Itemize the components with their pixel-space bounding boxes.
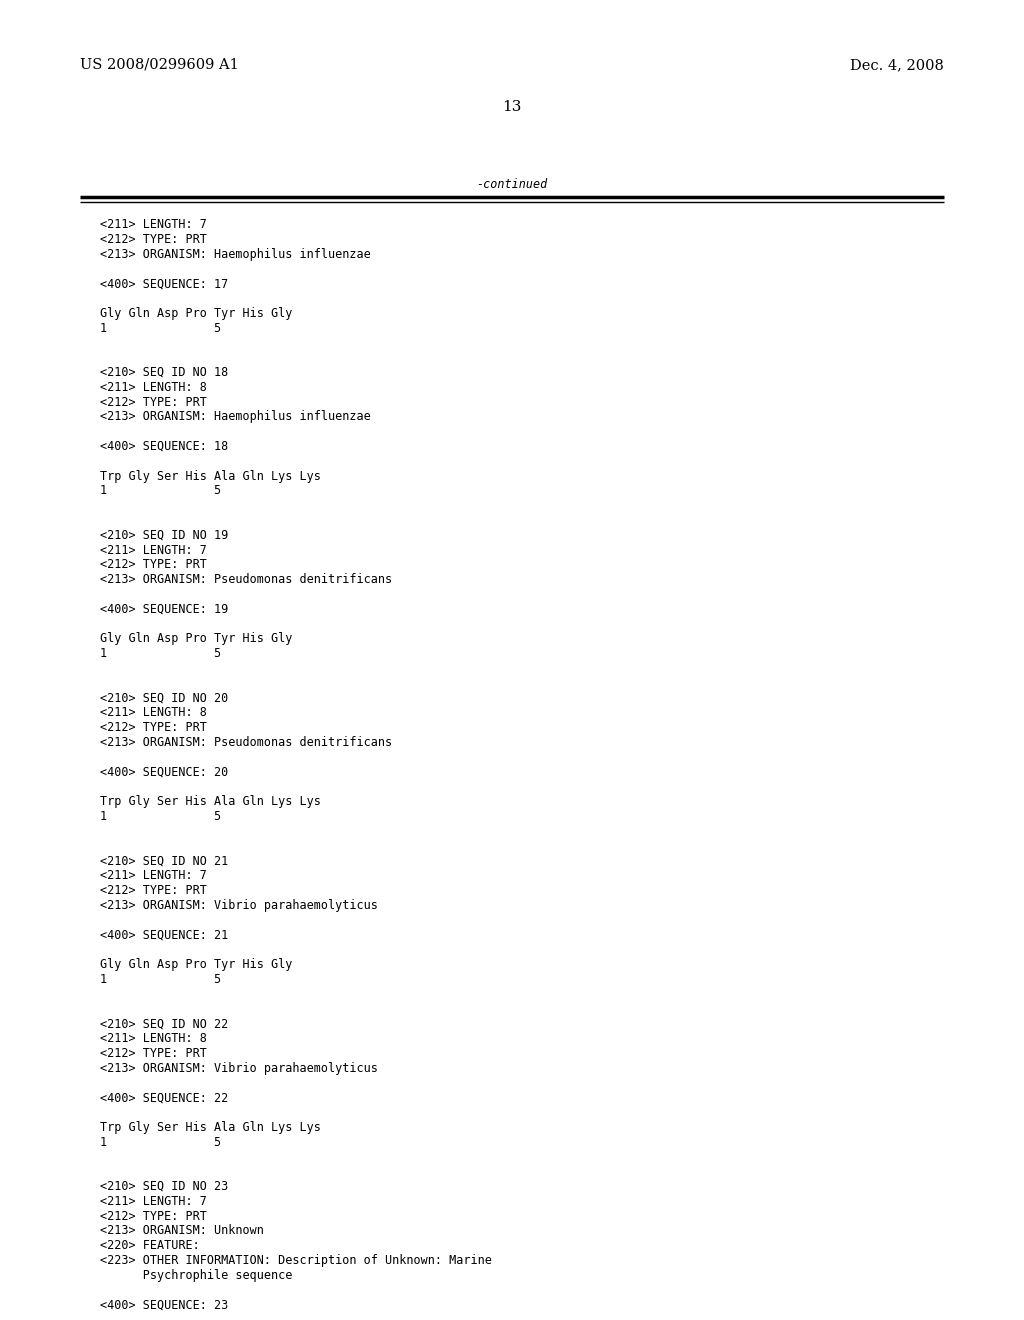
Text: <223> OTHER INFORMATION: Description of Unknown: Marine: <223> OTHER INFORMATION: Description of … [100, 1254, 492, 1267]
Text: 1               5: 1 5 [100, 484, 221, 498]
Text: <210> SEQ ID NO 20: <210> SEQ ID NO 20 [100, 692, 228, 705]
Text: <211> LENGTH: 8: <211> LENGTH: 8 [100, 1032, 207, 1045]
Text: 1               5: 1 5 [100, 647, 221, 660]
Text: Gly Gln Asp Pro Tyr His Gly: Gly Gln Asp Pro Tyr His Gly [100, 306, 293, 319]
Text: <400> SEQUENCE: 21: <400> SEQUENCE: 21 [100, 928, 228, 941]
Text: <212> TYPE: PRT: <212> TYPE: PRT [100, 396, 207, 409]
Text: <400> SEQUENCE: 22: <400> SEQUENCE: 22 [100, 1092, 228, 1105]
Text: <213> ORGANISM: Unknown: <213> ORGANISM: Unknown [100, 1225, 264, 1237]
Text: <210> SEQ ID NO 23: <210> SEQ ID NO 23 [100, 1180, 228, 1193]
Text: <213> ORGANISM: Pseudomonas denitrificans: <213> ORGANISM: Pseudomonas denitrifican… [100, 737, 392, 748]
Text: 1               5: 1 5 [100, 322, 221, 334]
Text: <213> ORGANISM: Vibrio parahaemolyticus: <213> ORGANISM: Vibrio parahaemolyticus [100, 899, 378, 912]
Text: <212> TYPE: PRT: <212> TYPE: PRT [100, 1047, 207, 1060]
Text: <213> ORGANISM: Haemophilus influenzae: <213> ORGANISM: Haemophilus influenzae [100, 411, 371, 424]
Text: 1               5: 1 5 [100, 1135, 221, 1148]
Text: <210> SEQ ID NO 21: <210> SEQ ID NO 21 [100, 854, 228, 867]
Text: <212> TYPE: PRT: <212> TYPE: PRT [100, 232, 207, 246]
Text: <400> SEQUENCE: 20: <400> SEQUENCE: 20 [100, 766, 228, 779]
Text: Gly Gln Asp Pro Tyr His Gly: Gly Gln Asp Pro Tyr His Gly [100, 632, 293, 645]
Text: <212> TYPE: PRT: <212> TYPE: PRT [100, 558, 207, 572]
Text: <212> TYPE: PRT: <212> TYPE: PRT [100, 884, 207, 898]
Text: <211> LENGTH: 8: <211> LENGTH: 8 [100, 380, 207, 393]
Text: Dec. 4, 2008: Dec. 4, 2008 [850, 58, 944, 73]
Text: <211> LENGTH: 7: <211> LENGTH: 7 [100, 544, 207, 557]
Text: <212> TYPE: PRT: <212> TYPE: PRT [100, 721, 207, 734]
Text: <400> SEQUENCE: 23: <400> SEQUENCE: 23 [100, 1299, 228, 1311]
Text: <210> SEQ ID NO 22: <210> SEQ ID NO 22 [100, 1018, 228, 1030]
Text: <400> SEQUENCE: 18: <400> SEQUENCE: 18 [100, 440, 228, 453]
Text: <211> LENGTH: 7: <211> LENGTH: 7 [100, 869, 207, 882]
Text: Trp Gly Ser His Ala Gln Lys Lys: Trp Gly Ser His Ala Gln Lys Lys [100, 795, 321, 808]
Text: 13: 13 [503, 100, 521, 114]
Text: -continued: -continued [476, 178, 548, 191]
Text: 1               5: 1 5 [100, 810, 221, 822]
Text: <213> ORGANISM: Pseudomonas denitrificans: <213> ORGANISM: Pseudomonas denitrifican… [100, 573, 392, 586]
Text: <213> ORGANISM: Haemophilus influenzae: <213> ORGANISM: Haemophilus influenzae [100, 248, 371, 260]
Text: <210> SEQ ID NO 18: <210> SEQ ID NO 18 [100, 366, 228, 379]
Text: <212> TYPE: PRT: <212> TYPE: PRT [100, 1209, 207, 1222]
Text: <400> SEQUENCE: 17: <400> SEQUENCE: 17 [100, 277, 228, 290]
Text: <211> LENGTH: 7: <211> LENGTH: 7 [100, 1195, 207, 1208]
Text: <213> ORGANISM: Vibrio parahaemolyticus: <213> ORGANISM: Vibrio parahaemolyticus [100, 1061, 378, 1074]
Text: US 2008/0299609 A1: US 2008/0299609 A1 [80, 58, 239, 73]
Text: Psychrophile sequence: Psychrophile sequence [100, 1269, 293, 1282]
Text: Gly Gln Asp Pro Tyr His Gly: Gly Gln Asp Pro Tyr His Gly [100, 958, 293, 972]
Text: 1               5: 1 5 [100, 973, 221, 986]
Text: <220> FEATURE:: <220> FEATURE: [100, 1239, 200, 1253]
Text: Trp Gly Ser His Ala Gln Lys Lys: Trp Gly Ser His Ala Gln Lys Lys [100, 470, 321, 483]
Text: Trp Gly Ser His Ala Gln Lys Lys: Trp Gly Ser His Ala Gln Lys Lys [100, 1121, 321, 1134]
Text: <210> SEQ ID NO 19: <210> SEQ ID NO 19 [100, 529, 228, 541]
Text: <400> SEQUENCE: 19: <400> SEQUENCE: 19 [100, 603, 228, 616]
Text: <211> LENGTH: 7: <211> LENGTH: 7 [100, 218, 207, 231]
Text: <211> LENGTH: 8: <211> LENGTH: 8 [100, 706, 207, 719]
